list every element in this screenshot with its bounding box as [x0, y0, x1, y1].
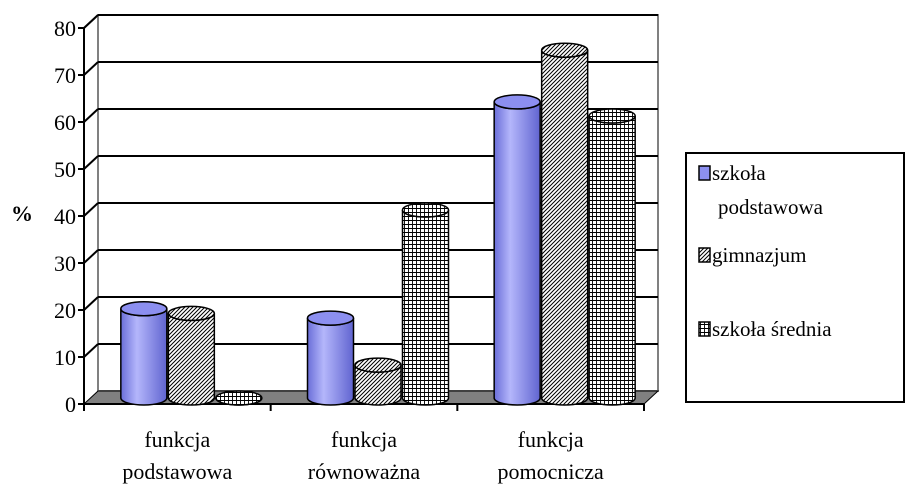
- gridline-depth: [83, 108, 99, 123]
- gridline-depth: [83, 155, 99, 170]
- x-axis-ticks: funkcja podstawowa funkcja równoważna funkcj…: [83, 404, 645, 484]
- y-tick-label: 40: [54, 204, 76, 229]
- y-tick-label: 70: [54, 63, 76, 88]
- gridline-depth: [83, 343, 99, 358]
- legend-label: szkoła podstawowa: [712, 161, 824, 219]
- legend-box: [685, 152, 905, 403]
- legend-swatch: [698, 165, 711, 181]
- y-tick-label: 0: [65, 392, 76, 417]
- y-tick-label: 10: [54, 345, 76, 370]
- bar: [588, 108, 636, 406]
- bar: [215, 390, 263, 406]
- bar: [306, 310, 355, 406]
- y-tick-label: 20: [54, 298, 76, 323]
- legend-item: gimnazjum: [698, 243, 806, 267]
- bars: [120, 42, 636, 406]
- y-tick-label: 60: [54, 110, 76, 135]
- legend-label: gimnazjum: [712, 243, 806, 267]
- y-tick-label: 50: [54, 157, 76, 182]
- gridline-depth: [83, 202, 99, 217]
- legend-swatch: [698, 321, 711, 337]
- legend-label: szkoła średnia: [712, 317, 832, 341]
- bar: [354, 357, 402, 406]
- y-tick-label: 30: [54, 251, 76, 276]
- gridline-depth: [83, 249, 99, 264]
- x-tick-label: funkcja podstawowa: [122, 427, 232, 484]
- bar: [493, 94, 541, 406]
- bar: [401, 202, 450, 406]
- y-axis-label: %: [11, 201, 33, 226]
- legend: szkoła podstawowa gimnazjum szkoła średnia: [698, 161, 832, 341]
- x-tick-label: funkcja równoważna: [308, 427, 421, 484]
- bar: [120, 300, 168, 406]
- gridline-depth: [83, 61, 99, 76]
- y-axis-ticks: 0 10 20 30 40 50 60 70 80: [54, 16, 84, 417]
- y-tick-label: 80: [54, 16, 76, 41]
- x-tick-label: funkcja pomocnicza: [498, 427, 605, 484]
- legend-item: szkoła podstawowa: [698, 161, 824, 219]
- gridline-depth: [83, 296, 99, 311]
- legend-swatch: [698, 247, 711, 263]
- bar: [167, 305, 216, 406]
- gridline-depth: [83, 14, 99, 29]
- bar: [540, 42, 589, 406]
- legend-item: szkoła średnia: [698, 317, 832, 341]
